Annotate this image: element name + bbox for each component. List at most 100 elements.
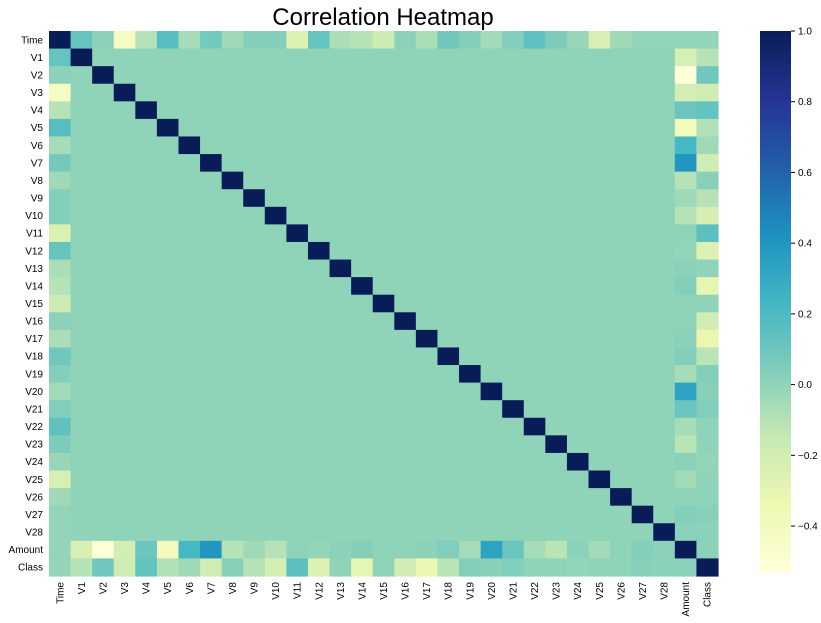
heatmap-cell-v13-v9 [243,259,266,278]
heatmap-cell-v6-v17 [415,136,439,155]
heatmap-cell-v15-v16 [394,294,417,313]
heatmap-cell-v8-v11 [286,171,309,190]
heatmap-cell-v25-v11 [286,470,309,489]
heatmap-cell-v20-class [696,382,719,401]
heatmap-cell-v24-amount [674,452,698,472]
heatmap-cell-v11-v8 [221,224,244,243]
heatmap-cell-v20-v18 [437,382,460,401]
heatmap-cell-v22-v8 [221,417,244,436]
heatmap-cell-v27-v15 [372,505,395,524]
heatmap-cell-v4-time [49,101,72,120]
heatmap-cell-v26-v19 [459,488,482,507]
heatmap-cell-v16-v7 [200,312,223,331]
heatmap-cell-v9-v1 [70,189,93,208]
heatmap-cell-v12-v26 [610,241,633,261]
heatmap-cell-v2-v19 [459,66,482,85]
heatmap-cell-v1-v2 [92,48,115,67]
heatmap-cell-v9-v10 [264,189,287,208]
heatmap-cell-v3-v1 [70,83,93,102]
heatmap-cell-v28-v17 [415,523,439,542]
heatmap-cell-v26-v9 [243,488,266,507]
heatmap-cell-v17-v22 [523,329,546,349]
heatmap-cell-v13-v23 [545,259,568,278]
heatmap-cell-v21-v5 [156,400,180,419]
heatmap-cell-v9-v20 [480,189,503,208]
heatmap-cell-time-v23 [545,31,568,50]
heatmap-cell-v25-v28 [653,470,676,489]
heatmap-cell-v2-v18 [437,66,460,85]
heatmap-cell-v23-v13 [329,435,352,454]
heatmap-cell-amount-v8 [221,540,244,560]
heatmap-cell-v10-v28 [653,206,676,225]
heatmap-cell-v14-v8 [221,277,244,296]
heatmap-cell-v2-v6 [178,66,201,85]
heatmap-cell-v15-v22 [523,294,546,313]
heatmap-cell-v17-v5 [156,329,180,349]
heatmap-cell-v8-v5 [156,171,180,190]
heatmap-cell-v7-v28 [653,154,676,173]
heatmap-cell-v1-v8 [221,48,244,67]
heatmap-cell-v2-v4 [135,66,158,85]
heatmap-cell-v22-v22 [523,417,546,436]
heatmap-cell-v10-amount [674,206,698,225]
heatmap-cell-v24-v28 [653,452,676,472]
heatmap-cell-v14-class [696,277,719,296]
heatmap-cell-v23-v3 [113,435,136,454]
heatmap-cell-v23-v1 [70,435,93,454]
heatmap-cell-v4-v16 [394,101,417,120]
heatmap-cell-v11-v20 [480,224,503,243]
x-tick-label-v28: V28 [660,582,671,600]
y-tick-label-v24: V24 [25,457,43,468]
y-tick-label-v3: V3 [31,88,44,99]
heatmap-cell-v23-time [49,435,72,454]
heatmap-cell-v12-amount [674,241,698,261]
heatmap-cell-v24-v1 [70,452,93,472]
heatmap-cell-amount-v25 [588,540,611,560]
heatmap-cell-amount-v14 [351,540,374,560]
heatmap-cell-v5-v27 [631,118,654,138]
heatmap-cell-v14-v20 [480,277,503,296]
x-tick-label-v8: V8 [228,582,239,595]
heatmap-cell-v14-v28 [653,277,676,296]
heatmap-cell-v28-v22 [523,523,546,542]
heatmap-cell-v18-v4 [135,347,158,366]
heatmap-cell-v17-time [49,329,72,349]
heatmap-cell-v13-v18 [437,259,460,278]
heatmap-cell-v28-time [49,523,72,542]
heatmap-cell-v5-v2 [92,118,115,138]
heatmap-cell-v25-v5 [156,470,180,489]
heatmap-cell-v3-v20 [480,83,503,102]
heatmap-cell-v11-v15 [372,224,395,243]
heatmap-cell-v2-time [49,66,72,85]
heatmap-cell-v28-v5 [156,523,180,542]
heatmap-cell-v10-v4 [135,206,158,225]
y-tick-label-v5: V5 [31,123,44,134]
heatmap-cell-v24-v24 [566,452,590,472]
heatmap-cell-v21-v19 [459,400,482,419]
heatmap-cell-v7-v18 [437,154,460,173]
heatmap-cell-v17-v2 [92,329,115,349]
heatmap-cell-v19-v15 [372,365,395,384]
heatmap-cell-v8-v14 [351,171,374,190]
chart-title: Correlation Heatmap [272,4,493,31]
heatmap-cell-v17-v14 [351,329,374,349]
heatmap-cell-v24-v6 [178,452,201,472]
heatmap-cell-v22-v7 [200,417,223,436]
heatmap-cell-time-v20 [480,31,503,50]
heatmap-cell-v15-v6 [178,294,201,313]
colorbar [760,31,791,572]
heatmap-cell-v9-v14 [351,189,374,208]
heatmap-cell-v24-v9 [243,452,266,472]
heatmap-cell-v9-amount [674,189,698,208]
heatmap-cell-v13-v15 [372,259,395,278]
heatmap-cell-v11-v6 [178,224,201,243]
heatmap-cell-v22-v16 [394,417,417,436]
heatmap-cell-time-v8 [221,31,244,50]
heatmap-cell-v19-v5 [156,365,180,384]
heatmap-cell-v22-v28 [653,417,676,436]
heatmap-cell-v10-v9 [243,206,266,225]
y-tick-label-v14: V14 [25,281,43,292]
heatmap-cell-v6-v18 [437,136,460,155]
heatmap-cell-v22-v3 [113,417,136,436]
heatmap-cell-v4-v5 [156,101,180,120]
